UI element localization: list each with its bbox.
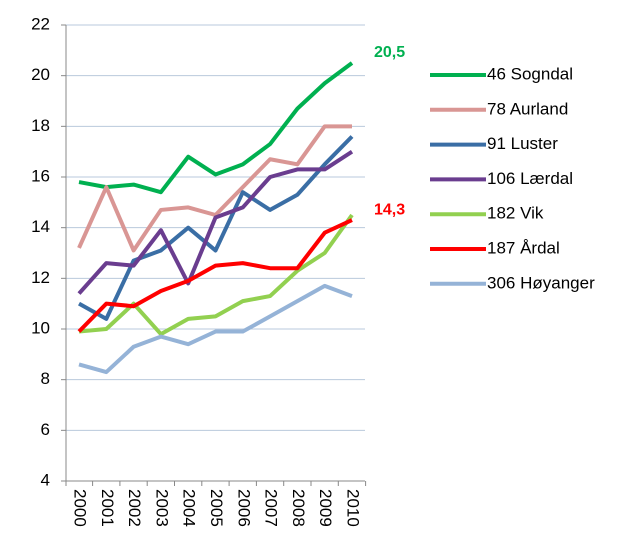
legend-label: 91 Luster	[487, 134, 558, 153]
legend-label: 78 Aurland	[487, 99, 568, 118]
legend-label: 306 Høyanger	[487, 273, 595, 292]
x-tick-label: 2004	[180, 489, 199, 527]
legend-label: 106 Lærdal	[487, 169, 573, 188]
x-tick-label: 2003	[152, 489, 171, 527]
y-tick-label: 18	[31, 116, 50, 135]
x-tick-label: 2010	[344, 489, 363, 527]
x-tick-label: 2008	[289, 489, 308, 527]
y-tick-label: 4	[41, 470, 50, 489]
series-line	[77, 218, 353, 333]
series-line	[78, 283, 353, 375]
x-tick-label: 2009	[316, 489, 335, 527]
series-line	[78, 135, 354, 321]
x-tick-label: 2006	[234, 489, 253, 527]
x-tick-label: 2005	[207, 489, 226, 527]
y-tick-label: 14	[31, 217, 50, 236]
value-label: 14,3	[374, 201, 405, 218]
y-tick-label: 6	[41, 420, 50, 439]
series-line	[77, 149, 354, 295]
x-tick-label: 2002	[125, 489, 144, 527]
series-line	[78, 213, 354, 337]
y-tick-label: 22	[31, 14, 50, 33]
legend-label: 187 Årdal	[487, 238, 560, 257]
x-tick-label: 2001	[98, 489, 117, 527]
series-line	[78, 61, 354, 195]
y-tick-label: 8	[41, 369, 50, 388]
value-label: 20,5	[374, 44, 405, 61]
x-tick-label: 2007	[262, 489, 281, 527]
legend-label: 46 Sogndal	[487, 64, 573, 83]
legend-label: 182 Vik	[487, 204, 544, 223]
series-line	[77, 124, 352, 253]
y-tick-label: 20	[31, 65, 50, 84]
y-tick-label: 16	[31, 166, 50, 185]
x-tick-label: 2000	[71, 489, 90, 527]
y-tick-label: 10	[31, 318, 50, 337]
y-tick-label: 12	[31, 268, 50, 287]
